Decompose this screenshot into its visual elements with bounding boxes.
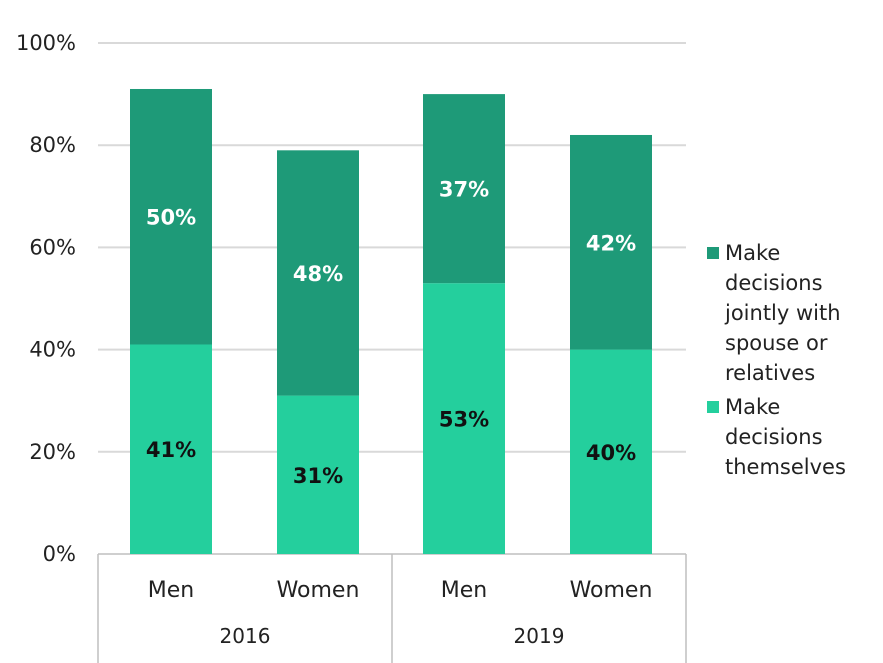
y-tick-label: 100% <box>16 31 76 55</box>
data-label: 42% <box>586 231 636 255</box>
bar-themselves <box>130 344 212 554</box>
category-label: Men <box>441 578 487 603</box>
legend-item-joint: Make decisions jointly with spouse or re… <box>707 238 877 388</box>
group-label: 2019 <box>514 624 565 648</box>
legend-label-themselves: Make decisions themselves <box>725 395 846 479</box>
category-label: Men <box>148 578 194 603</box>
data-label: 50% <box>146 206 196 230</box>
legend-swatch-themselves <box>707 401 719 413</box>
bar-joint <box>423 94 505 284</box>
bar-joint <box>570 134 652 350</box>
data-label: 40% <box>586 441 636 465</box>
data-label: 31% <box>293 464 343 488</box>
legend: Make decisions jointly with spouse or re… <box>707 238 877 486</box>
bar-themselves <box>423 283 505 554</box>
legend-item-themselves: Make decisions themselves <box>707 392 877 482</box>
bar-joint <box>130 88 212 345</box>
y-tick-label: 60% <box>29 235 76 259</box>
y-tick-label: 20% <box>29 440 76 464</box>
legend-swatch-joint <box>707 247 719 259</box>
y-tick-label: 0% <box>43 542 76 566</box>
bar-themselves <box>277 395 359 554</box>
legend-label-joint: Make decisions jointly with spouse or re… <box>725 241 841 385</box>
group-label: 2016 <box>220 624 271 648</box>
data-label: 41% <box>146 438 196 462</box>
data-label: 48% <box>293 262 343 286</box>
category-label: Women <box>277 578 360 603</box>
category-label: Women <box>570 578 653 603</box>
y-tick-label: 40% <box>29 338 76 362</box>
bar-joint <box>277 150 359 396</box>
bar-themselves <box>570 349 652 554</box>
data-label: 53% <box>439 408 489 432</box>
data-label: 37% <box>439 178 489 202</box>
y-tick-label: 80% <box>29 133 76 157</box>
